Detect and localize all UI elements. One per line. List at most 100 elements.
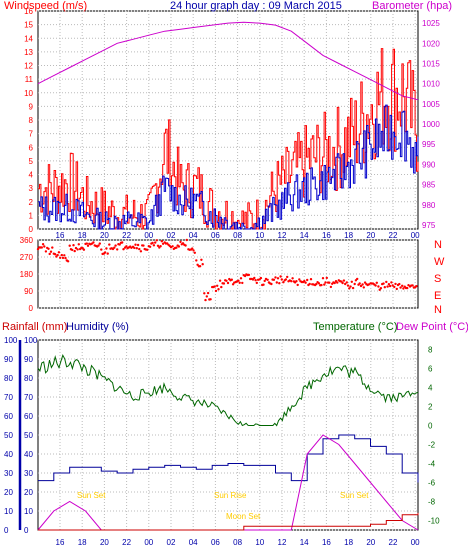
direction-point	[279, 275, 282, 278]
direction-point	[336, 281, 339, 284]
direction-point	[394, 282, 397, 286]
direction-point	[333, 281, 336, 285]
direction-point	[198, 265, 202, 268]
direction-point	[386, 285, 389, 288]
temperature-tick-label: -10	[428, 517, 440, 526]
direction-point	[72, 244, 75, 247]
direction-point	[43, 245, 46, 248]
top-x-tick-label: 06	[211, 231, 220, 240]
bottom-x-tick-label: 12	[278, 538, 287, 547]
direction-point	[282, 281, 285, 284]
bottom-x-tick-label: 10	[255, 538, 264, 547]
bottom-x-tick-label: 16	[322, 538, 331, 547]
windspeed-average-series	[38, 104, 419, 230]
direction-point	[171, 245, 174, 248]
direction-point	[92, 241, 95, 244]
direction-point	[401, 284, 404, 287]
bottom-x-tick-label: 14	[300, 538, 309, 547]
compass-n-bottom: N	[434, 304, 442, 316]
direction-point	[363, 281, 367, 284]
direction-point	[280, 278, 283, 281]
rainfall-axis-title: Rainfall (mm)	[2, 321, 67, 333]
direction-point	[303, 279, 306, 283]
direction-point	[411, 284, 414, 287]
temperature-series	[37, 354, 419, 427]
direction-point	[214, 289, 218, 293]
humidity-tick-label: 40	[24, 450, 33, 459]
windspeed-tick-label: 15	[24, 21, 33, 30]
top-x-tick-label: 02	[167, 231, 176, 240]
direction-point	[121, 241, 124, 244]
top-x-tick-label: 18	[344, 231, 353, 240]
direction-point	[160, 240, 163, 243]
direction-point	[237, 279, 240, 282]
temperature-tick-label: -2	[428, 441, 436, 450]
bottom-x-tick-label: 00	[411, 538, 420, 547]
sunset-label-1: Sun Set	[77, 491, 106, 500]
direction-tick-label: 270	[20, 253, 34, 262]
direction-point	[393, 285, 396, 289]
direction-tick-label: 90	[24, 287, 33, 296]
direction-point	[286, 275, 289, 279]
rainfall-tick-label: 40	[4, 450, 13, 459]
humidity-axis-title: Humidity (%)	[66, 321, 129, 333]
direction-point	[61, 256, 65, 260]
direction-point	[216, 284, 219, 287]
direction-point	[108, 243, 111, 246]
windspeed-axis-title: Windspeed (m/s)	[4, 0, 87, 12]
temperature-tick-label: -6	[428, 479, 436, 488]
direction-point	[324, 281, 327, 284]
direction-tick-label: 0	[29, 304, 34, 313]
direction-point	[217, 288, 220, 291]
direction-point	[82, 248, 86, 251]
barometer-tick-label: 980	[422, 201, 436, 210]
direction-point	[136, 243, 140, 247]
direction-point	[345, 281, 348, 284]
humidity-tick-label: 0	[24, 526, 29, 535]
direction-point	[213, 285, 216, 288]
windspeed-tick-label: 9	[29, 102, 34, 111]
direction-point	[308, 282, 311, 286]
direction-point	[379, 287, 383, 290]
direction-point	[382, 282, 385, 285]
windspeed-tick-label: 7	[29, 130, 34, 139]
direction-point	[154, 241, 157, 244]
barometer-axis-title: Barometer (hpa)	[372, 0, 452, 12]
direction-point	[118, 243, 121, 246]
direction-point	[230, 278, 233, 281]
direction-point	[323, 283, 326, 286]
direction-point	[344, 282, 347, 286]
direction-point	[225, 279, 228, 282]
bottom-x-tick-label: 20	[366, 538, 375, 547]
direction-point	[309, 278, 313, 281]
top-x-tick-label: 22	[122, 231, 131, 240]
barometer-tick-label: 1010	[422, 80, 440, 89]
windspeed-tick-label: 3	[29, 184, 34, 193]
direction-point	[399, 286, 402, 289]
windspeed-tick-label: 13	[24, 48, 33, 57]
humidity-tick-label: 20	[24, 488, 33, 497]
humidity-tick-label: 50	[24, 431, 33, 440]
direction-tick-label: 180	[20, 270, 34, 279]
top-x-tick-label: 16	[322, 231, 331, 240]
barometer-tick-label: 990	[422, 160, 436, 169]
direction-point	[239, 277, 243, 280]
top-x-tick-label: 18	[78, 231, 87, 240]
direction-point	[374, 284, 377, 287]
direction-point	[179, 240, 182, 244]
direction-point	[351, 286, 355, 290]
direction-point	[148, 245, 152, 248]
bottom-x-tick-label: 18	[78, 538, 87, 547]
temperature-tick-label: 2	[428, 403, 433, 412]
direction-point	[353, 282, 356, 286]
top-x-tick-label: 10	[255, 231, 264, 240]
direction-point	[98, 242, 102, 245]
dewpoint-axis-title: Dew Point (°C)	[396, 321, 468, 333]
direction-point	[63, 254, 66, 257]
direction-point	[398, 282, 401, 286]
rainfall-tick-label: 30	[4, 469, 13, 478]
direction-point	[161, 242, 165, 245]
direction-point	[103, 251, 107, 254]
direction-point	[142, 244, 145, 247]
direction-point	[272, 278, 276, 281]
